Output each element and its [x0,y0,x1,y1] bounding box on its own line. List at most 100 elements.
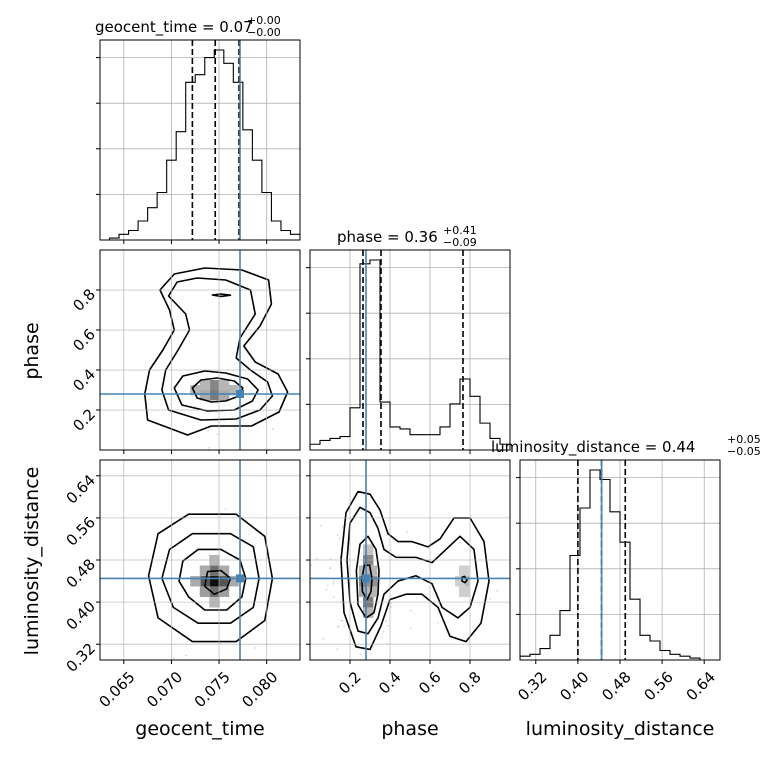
x-tick-label: 0.075 [191,668,234,711]
x-tick-label: 0.48 [598,668,634,704]
xlabel-phase: phase [381,718,438,740]
x-tick-label: 0.065 [95,668,138,711]
sample-point [325,588,328,591]
density-cell [218,380,230,391]
sample-point [315,557,318,560]
hist-step-phase [310,259,510,450]
title-luminosity-distance: luminosity_distance = 0.44 [491,438,695,457]
contour-line [147,513,274,643]
hist-panel-phase-area [310,250,510,450]
sample-point [337,625,339,628]
title-geocent-time-plus: +0.00 [247,14,281,27]
pair-panel-phase-luminosity_distance-border [309,459,511,661]
density-cell [367,565,378,576]
sample-point [329,567,331,570]
contour-line [143,267,289,436]
sample-point [224,508,227,510]
density-cell [218,390,230,401]
sample-point [319,524,322,527]
sample-point [207,446,210,449]
density-cell [367,586,378,597]
density-cell [228,576,239,587]
sample-point [390,602,393,605]
hist-panel-phase-border [309,249,511,451]
truth-marker [236,574,244,583]
sample-point [337,625,340,628]
pair-panel-geocent_time-luminosity_distance-border [99,459,301,661]
title-phase: phase = 0.36 [337,228,438,246]
y-tick-label: 0.2 [69,405,99,435]
density-cell [190,385,201,396]
sample-point [326,584,329,587]
hist-panel-geocent_time-border [99,39,301,241]
sample-point [333,596,335,598]
title-luminosity-distance-plus: +0.05 [727,433,760,446]
pair-panel-geocent_time-phase-area [100,250,300,450]
sample-point [216,433,219,436]
x-tick-label: 0.8 [455,668,485,698]
title-geocent-time-minus: −0.00 [247,26,281,39]
sample-point [329,558,332,561]
title-geocent-time: geocent_time = 0.07 [95,18,253,37]
sample-point [234,428,236,430]
density-cell [199,565,211,576]
title-phase-plus: +0.41 [443,224,477,237]
x-tick-label: 0.2 [335,668,365,698]
title-luminosity-distance-minus: −0.05 [727,445,760,458]
density-cell [459,586,470,597]
sample-point [382,630,385,633]
x-tick-label: 0.56 [641,668,677,704]
pair-panel-geocent_time-phase: 0.2 0.4 0.6 0.8 [69,249,301,454]
sample-point [271,427,274,430]
density-cell [209,586,220,597]
density-cell [363,544,374,555]
ylabel-phase: phase [21,322,43,379]
density-cell [359,586,370,597]
xlabel-geocent-time: geocent_time [135,718,264,740]
density-cell [190,576,201,587]
sample-point [332,582,335,585]
contour-line [211,293,232,298]
x-tick-label: 0.070 [143,668,186,711]
y-tick-label: 0.32 [63,639,99,675]
y-tick-label: 0.40 [63,597,99,633]
pair-panel-geocent_time-luminosity_distance: 0.065 0.070 0.075 0.080 0.32 0.40 0.48 0.56 0.64 [63,459,301,711]
x-tick-label: 0.4 [375,668,405,698]
density-cell [209,380,220,391]
x-tick-label: 0.6 [415,668,445,698]
density-cell [218,586,230,597]
x-tick-label: 0.080 [238,668,281,711]
sample-point [437,621,439,624]
density-cell [455,576,466,587]
y-tick-label: 0.48 [63,555,99,591]
sample-point [390,606,393,609]
sample-point [359,653,362,656]
hist-panel-luminosity_distance-border [519,459,721,661]
sample-point [338,537,341,540]
density-cell [199,380,211,391]
sample-point [406,531,409,534]
y-tick-label: 0.64 [63,471,99,507]
contour-line [340,490,490,651]
truth-marker [362,574,370,583]
hist-panel-phase [306,249,511,454]
hist-panel-geocent_time-area [100,40,300,240]
contour-line [346,506,479,635]
sample-point [329,566,332,569]
sample-point [336,648,339,650]
ylabel-luminosity-distance: luminosity_distance [21,467,43,656]
pair-panel-phase-luminosity_distance-area [310,460,510,660]
sample-point [489,598,492,600]
y-tick-label: 0.8 [69,285,99,315]
truth-marker [236,390,244,398]
sample-point [343,625,345,628]
title-phase-minus: −0.09 [443,236,477,249]
hist-panel-luminosity_distance: 0.32 0.40 0.48 0.56 0.64 [514,459,721,704]
density-cell [228,385,239,396]
x-tick-label: 0.40 [556,668,592,704]
y-tick-label: 0.56 [63,513,99,549]
density-cell [218,576,230,587]
sample-point [341,619,344,622]
x-tick-label: 0.32 [514,668,550,704]
